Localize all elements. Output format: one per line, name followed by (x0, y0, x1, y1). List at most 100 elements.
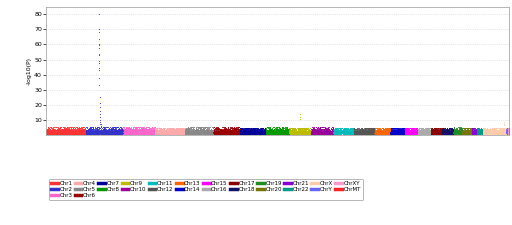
Point (160, 132, 168, 136)
Point (209, 131, 217, 135)
Point (91, 131, 99, 135)
Point (323, 127, 331, 131)
Point (187, 131, 196, 135)
Point (365, 131, 373, 134)
Point (57, 129, 65, 133)
Point (495, 130, 503, 133)
Point (225, 130, 233, 134)
Point (321, 132, 329, 136)
Point (104, 130, 113, 134)
Point (286, 128, 294, 132)
Point (52, 132, 60, 135)
Point (276, 128, 284, 132)
Point (117, 130, 125, 134)
Point (92, 131, 100, 135)
Point (155, 126, 163, 130)
Point (84, 130, 92, 134)
Point (233, 131, 242, 135)
Point (395, 132, 403, 136)
Point (144, 130, 152, 134)
Point (406, 129, 414, 133)
Point (215, 132, 223, 136)
Point (74, 127, 82, 130)
Point (196, 132, 204, 135)
Point (483, 130, 491, 134)
Point (392, 130, 400, 134)
Point (456, 132, 464, 135)
Point (147, 129, 155, 133)
Point (401, 130, 410, 134)
Point (330, 127, 338, 131)
Point (486, 128, 494, 132)
Point (261, 131, 269, 134)
Point (243, 131, 251, 135)
Point (330, 131, 338, 135)
Point (66, 130, 74, 134)
Point (45, 130, 53, 133)
Point (196, 130, 204, 133)
Point (453, 127, 461, 130)
Point (92, 131, 100, 134)
Point (265, 130, 273, 134)
Point (310, 131, 318, 135)
Point (443, 131, 452, 135)
Point (433, 128, 441, 132)
Point (265, 131, 273, 135)
Point (428, 128, 436, 132)
Point (504, 128, 512, 132)
Point (400, 132, 409, 136)
Point (454, 131, 462, 135)
Point (222, 132, 230, 135)
Point (390, 126, 398, 130)
Point (457, 130, 465, 133)
Point (93, 131, 101, 134)
Point (83, 130, 92, 134)
Point (353, 129, 361, 133)
Point (88, 129, 96, 133)
Point (346, 127, 354, 130)
Point (59, 132, 68, 135)
Point (171, 131, 179, 135)
Point (343, 129, 351, 133)
Point (334, 130, 342, 134)
Point (279, 128, 287, 132)
Point (78, 131, 86, 134)
Point (337, 130, 345, 134)
Point (414, 131, 422, 135)
Point (436, 131, 444, 135)
Point (158, 132, 166, 135)
Point (262, 130, 270, 134)
Point (70, 130, 78, 133)
Point (236, 132, 244, 136)
Point (65, 131, 73, 135)
Point (150, 130, 158, 134)
Point (92, 131, 100, 135)
Point (380, 128, 389, 132)
Point (50, 132, 58, 135)
Point (163, 129, 172, 133)
Point (83, 132, 91, 136)
Point (194, 132, 202, 135)
Point (123, 126, 131, 130)
Point (434, 131, 442, 134)
Point (105, 132, 114, 135)
Point (84, 130, 93, 134)
Point (399, 131, 407, 135)
Point (344, 131, 352, 135)
Point (452, 130, 460, 133)
Point (434, 126, 442, 130)
Point (253, 130, 261, 134)
Point (142, 131, 150, 135)
Point (433, 130, 441, 134)
Point (213, 131, 221, 135)
Point (273, 131, 281, 135)
Point (184, 128, 193, 131)
Point (318, 131, 327, 135)
Point (324, 131, 332, 134)
Point (110, 130, 118, 134)
Point (244, 130, 252, 133)
Point (439, 130, 447, 134)
Point (58, 131, 66, 135)
Point (446, 131, 455, 135)
Point (259, 131, 267, 134)
